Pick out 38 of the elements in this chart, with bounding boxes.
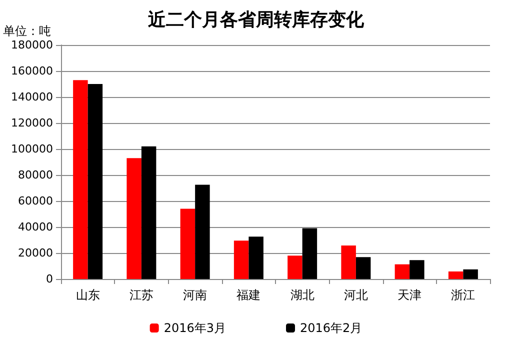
y-tick-label: 40000 bbox=[18, 220, 53, 234]
x-tick-label: 江苏 bbox=[129, 288, 154, 302]
bar bbox=[126, 158, 142, 279]
x-tick-label: 河南 bbox=[183, 288, 208, 302]
bar bbox=[248, 236, 264, 279]
y-tick-label: 120000 bbox=[11, 116, 53, 130]
bar bbox=[341, 245, 356, 279]
y-tick-label: 180000 bbox=[11, 38, 53, 52]
bar bbox=[88, 84, 103, 279]
y-tick-label: 160000 bbox=[11, 64, 53, 78]
bar bbox=[356, 257, 371, 279]
legend-label: 2016年3月 bbox=[164, 321, 226, 335]
bar bbox=[394, 264, 410, 279]
x-tick-label: 天津 bbox=[398, 288, 422, 302]
bar bbox=[302, 228, 318, 279]
legend-label: 2016年2月 bbox=[300, 321, 362, 335]
y-axis-title: 单位：吨 bbox=[3, 24, 51, 38]
bar bbox=[234, 240, 249, 279]
y-tick-label: 20000 bbox=[18, 246, 53, 260]
x-tick-label: 福建 bbox=[236, 288, 261, 302]
y-tick-label: 100000 bbox=[11, 142, 53, 156]
bar bbox=[195, 184, 210, 279]
y-tick-label: 60000 bbox=[18, 194, 53, 208]
y-tick-label: 140000 bbox=[11, 90, 53, 104]
x-tick-label: 浙江 bbox=[451, 288, 476, 302]
bar bbox=[141, 146, 156, 279]
x-tick-label: 山东 bbox=[76, 288, 100, 302]
y-tick-label: 0 bbox=[46, 272, 53, 286]
bar bbox=[73, 80, 88, 279]
bar bbox=[463, 269, 478, 279]
y-tick-label: 80000 bbox=[18, 168, 53, 182]
x-tick-label: 河北 bbox=[344, 288, 368, 302]
bar bbox=[448, 271, 464, 279]
chart-title: 近二个月各省周转库存变化 bbox=[147, 10, 365, 30]
bar bbox=[410, 260, 424, 279]
bar bbox=[180, 208, 196, 279]
bar bbox=[288, 256, 302, 279]
x-tick-label: 湖北 bbox=[290, 288, 314, 302]
